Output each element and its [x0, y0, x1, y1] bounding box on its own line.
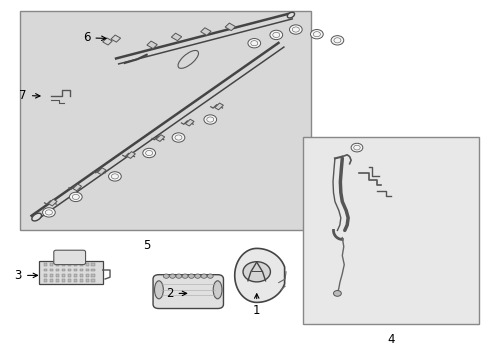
Circle shape [333, 291, 341, 296]
Bar [44, 274, 47, 277]
Bar [56, 274, 59, 277]
Bar [85, 274, 89, 277]
Text: 3: 3 [15, 269, 38, 282]
Ellipse shape [213, 281, 222, 299]
Bar [91, 274, 95, 277]
Bar [185, 119, 194, 126]
Circle shape [201, 274, 206, 278]
Circle shape [247, 39, 260, 48]
Bar [91, 263, 95, 266]
Circle shape [350, 143, 362, 152]
Bar [56, 269, 59, 271]
Bar [67, 269, 71, 271]
Bar [74, 279, 77, 282]
Bar [67, 274, 71, 277]
Circle shape [108, 172, 121, 181]
Text: 1: 1 [252, 294, 260, 317]
Bar [61, 263, 65, 266]
Bar [80, 263, 83, 266]
Circle shape [69, 192, 82, 202]
Bar [50, 269, 53, 271]
Text: 6: 6 [83, 31, 106, 44]
Bar [73, 184, 81, 191]
Circle shape [169, 274, 175, 278]
Bar [171, 33, 182, 41]
Bar [67, 263, 71, 266]
Ellipse shape [178, 50, 198, 68]
Bar [146, 41, 157, 49]
Bar [91, 269, 95, 271]
Circle shape [172, 133, 184, 142]
Bar [61, 274, 65, 277]
Bar [74, 263, 77, 266]
Bar [156, 135, 164, 141]
Ellipse shape [32, 213, 41, 221]
Bar [80, 269, 83, 271]
Circle shape [207, 274, 213, 278]
Bar [303, 137, 478, 324]
Text: 7: 7 [20, 89, 40, 102]
Bar [44, 279, 47, 282]
Bar [74, 269, 77, 271]
Circle shape [194, 274, 200, 278]
Bar [214, 103, 223, 110]
Bar [39, 261, 102, 284]
Bar [80, 274, 83, 277]
Bar [126, 152, 135, 158]
Text: 2: 2 [166, 287, 186, 300]
Bar [224, 23, 235, 31]
Bar [85, 269, 89, 271]
Bar [44, 263, 47, 266]
Bar [200, 28, 211, 35]
Circle shape [310, 30, 323, 39]
Text: 5: 5 [142, 239, 150, 252]
Bar [61, 269, 65, 271]
Bar [80, 279, 83, 282]
Bar [50, 274, 53, 277]
Bar [44, 269, 47, 271]
Circle shape [289, 25, 302, 34]
Bar [20, 11, 310, 230]
Bar [102, 38, 112, 45]
Bar [111, 35, 121, 42]
Ellipse shape [154, 281, 163, 299]
FancyBboxPatch shape [153, 275, 223, 309]
Bar [97, 168, 106, 175]
Bar [50, 263, 53, 266]
Circle shape [163, 274, 169, 278]
Circle shape [182, 274, 188, 278]
Polygon shape [234, 248, 284, 302]
Bar [91, 279, 95, 282]
Bar [85, 263, 89, 266]
Ellipse shape [287, 12, 294, 18]
Circle shape [42, 208, 55, 217]
FancyBboxPatch shape [54, 250, 85, 265]
Circle shape [203, 115, 216, 124]
Circle shape [243, 262, 270, 282]
Bar [56, 279, 59, 282]
Circle shape [176, 274, 182, 278]
Circle shape [142, 148, 155, 158]
Bar [56, 263, 59, 266]
Bar [85, 279, 89, 282]
Bar [50, 279, 53, 282]
Bar [61, 279, 65, 282]
Bar [67, 279, 71, 282]
Bar [48, 199, 57, 206]
Bar [74, 274, 77, 277]
Circle shape [188, 274, 194, 278]
Circle shape [330, 36, 343, 45]
Circle shape [269, 30, 282, 40]
Text: 4: 4 [386, 333, 394, 346]
